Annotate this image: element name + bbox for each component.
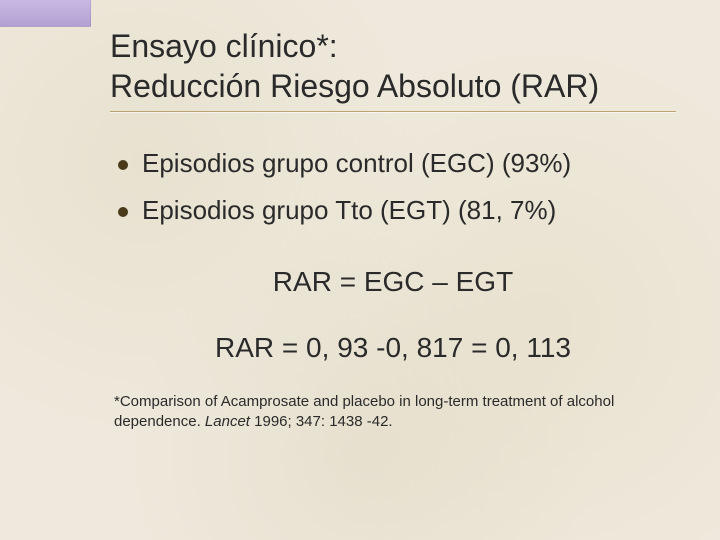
result-text: RAR = 0, 93 -0, 817 = 0, 113 bbox=[215, 332, 571, 364]
bullet-icon bbox=[118, 160, 128, 170]
bullet-text: Episodios grupo Tto (EGT) (81, 7%) bbox=[142, 193, 556, 228]
slide-body: Ensayo clínico*: Reducción Riesgo Absolu… bbox=[0, 0, 720, 540]
list-item: Episodios grupo Tto (EGT) (81, 7%) bbox=[118, 193, 676, 228]
window-tab-strip bbox=[0, 0, 91, 27]
bullet-list: Episodios grupo control (EGC) (93%) Epis… bbox=[118, 146, 676, 228]
slide-title: Ensayo clínico*: Reducción Riesgo Absolu… bbox=[110, 26, 676, 112]
footnote: *Comparison of Acamprosate and placebo i… bbox=[114, 392, 634, 433]
title-underline bbox=[110, 111, 676, 112]
list-item: Episodios grupo control (EGC) (93%) bbox=[118, 146, 676, 181]
formula-text: RAR = EGC – EGT bbox=[273, 266, 513, 298]
footnote-suffix: 1996; 347: 1438 -42. bbox=[250, 413, 393, 430]
title-line-2: Reducción Riesgo Absoluto (RAR) bbox=[110, 66, 676, 106]
bullet-icon bbox=[118, 207, 128, 217]
footnote-journal: Lancet bbox=[205, 413, 250, 430]
formula-row: RAR = EGC – EGT bbox=[110, 266, 676, 298]
title-line-1: Ensayo clínico*: bbox=[110, 26, 676, 66]
result-row: RAR = 0, 93 -0, 817 = 0, 113 bbox=[110, 332, 676, 364]
bullet-text: Episodios grupo control (EGC) (93%) bbox=[142, 146, 571, 181]
